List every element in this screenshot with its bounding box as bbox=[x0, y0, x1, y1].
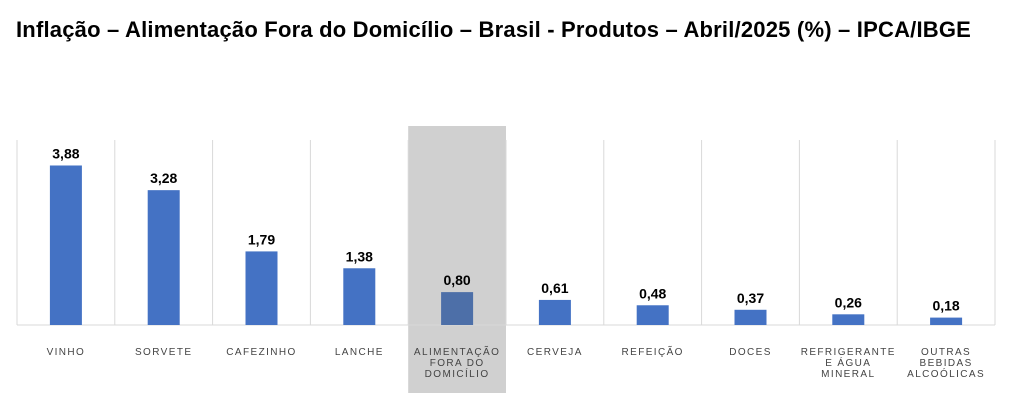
category-label: REFRIGERANTE E ÁGUA MINERAL bbox=[801, 347, 896, 380]
bar bbox=[245, 251, 278, 325]
bar bbox=[441, 292, 474, 325]
data-label: 0,61 bbox=[541, 280, 568, 296]
data-label: 0,26 bbox=[835, 294, 862, 310]
data-label: 0,37 bbox=[737, 290, 764, 306]
bar bbox=[49, 165, 82, 325]
data-label: 0,48 bbox=[639, 285, 666, 301]
highlight-band bbox=[408, 126, 506, 393]
data-label: 0,80 bbox=[443, 272, 470, 288]
bar bbox=[147, 190, 180, 325]
bar bbox=[832, 314, 865, 325]
data-label: 3,88 bbox=[52, 145, 79, 161]
bar bbox=[930, 317, 963, 325]
category-label: DOCES bbox=[729, 347, 772, 358]
bar bbox=[538, 299, 571, 325]
category-label: VINHO bbox=[47, 347, 86, 358]
category-label: CAFEZINHO bbox=[226, 347, 296, 358]
category-label: LANCHE bbox=[335, 347, 384, 358]
category-label: SORVETE bbox=[135, 347, 192, 358]
category-label: OUTRAS BEBIDAS ALCOÓLICAS bbox=[907, 347, 985, 380]
data-label: 3,28 bbox=[150, 170, 177, 186]
category-label: ALIMENTAÇÃO FORA DO DOMICÍLIO bbox=[414, 345, 500, 380]
data-label: 1,79 bbox=[248, 231, 275, 247]
bar bbox=[636, 305, 669, 325]
bar bbox=[343, 268, 376, 325]
category-label: CERVEJA bbox=[527, 347, 583, 358]
data-label: 1,38 bbox=[346, 248, 373, 264]
data-label: 0,18 bbox=[932, 298, 959, 314]
bar bbox=[734, 309, 767, 325]
category-label: REFEIÇÃO bbox=[622, 345, 684, 358]
chart-title: Inflação – Alimentação Fora do Domicílio… bbox=[16, 17, 972, 42]
